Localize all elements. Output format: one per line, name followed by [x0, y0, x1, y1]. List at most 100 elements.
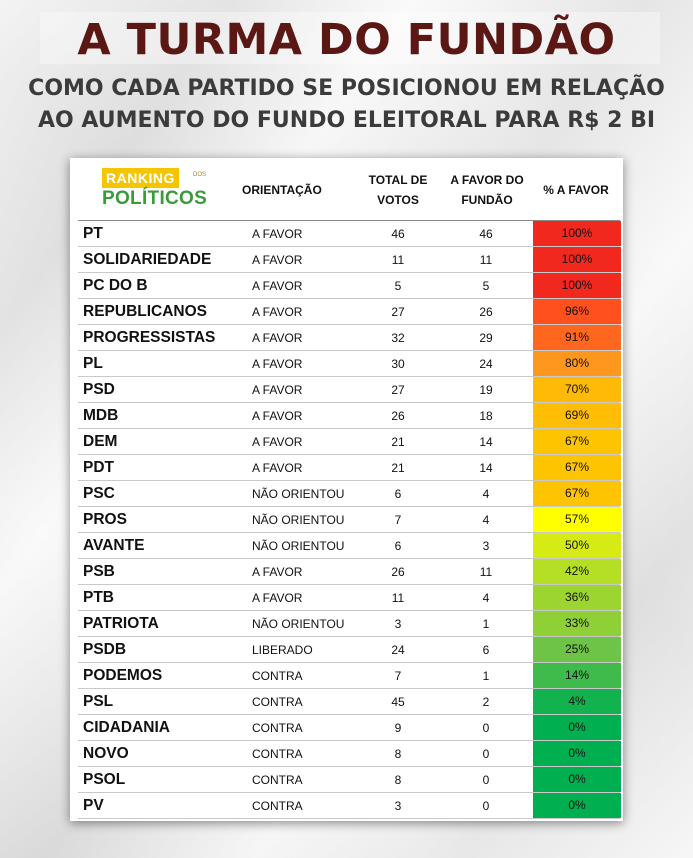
table-row: PTB A FAVOR 11 4 36% — [78, 585, 621, 611]
percent-favor-cell: 91% — [533, 325, 621, 350]
party-name: PL — [83, 355, 103, 372]
party-name: MDB — [83, 407, 119, 424]
percent-favor-cell: 14% — [533, 663, 621, 688]
total-votes-cell: 7 — [394, 513, 402, 527]
total-votes-cell: 3 — [394, 617, 402, 631]
percent-favor-cell: 42% — [533, 559, 621, 584]
header-percent-favor: % A FAVOR — [543, 183, 609, 197]
table-row: PC DO B A FAVOR 5 5 100% — [78, 273, 621, 299]
table-row: PROGRESSISTAS A FAVOR 32 29 91% — [78, 325, 621, 351]
favor-votes-cell: 4 — [482, 513, 490, 527]
orientation-cell: NÃO ORIENTOU — [252, 487, 345, 501]
party-name: PSL — [83, 693, 114, 710]
favor-votes-cell: 14 — [479, 435, 493, 449]
party-name: PT — [83, 225, 103, 242]
favor-votes-cell: 1 — [482, 669, 490, 683]
orientation-cell: A FAVOR — [252, 357, 303, 371]
total-votes-cell: 45 — [391, 695, 405, 709]
percent-favor-cell: 4% — [533, 689, 621, 714]
percent-favor-cell: 100% — [533, 273, 621, 298]
orientation-cell: CONTRA — [252, 721, 303, 735]
orientation-cell: CONTRA — [252, 799, 303, 813]
party-name: PSDB — [83, 641, 127, 658]
percent-favor-cell: 100% — [533, 247, 621, 272]
percent-favor-cell: 70% — [533, 377, 621, 402]
party-name: PROGRESSISTAS — [83, 329, 216, 346]
percent-favor-cell: 50% — [533, 533, 621, 558]
orientation-cell: CONTRA — [252, 669, 303, 683]
favor-votes-cell: 4 — [482, 487, 490, 501]
logo-dos-text: DOS — [193, 172, 207, 178]
percent-favor-cell: 0% — [533, 767, 621, 792]
title-background — [40, 12, 660, 64]
favor-votes-cell: 24 — [479, 357, 493, 371]
percent-favor-cell: 57% — [533, 507, 621, 532]
favor-votes-cell: 11 — [479, 565, 493, 579]
percent-favor-cell: 67% — [533, 481, 621, 506]
logo-ranking-text: RANKING — [102, 168, 179, 188]
percent-favor-cell: 36% — [533, 585, 621, 610]
table-row: PATRIOTA NÃO ORIENTOU 3 1 33% — [78, 611, 621, 637]
percent-favor-cell: 0% — [533, 741, 621, 766]
orientation-cell: A FAVOR — [252, 435, 303, 449]
table-row: CIDADANIA CONTRA 9 0 0% — [78, 715, 621, 741]
total-votes-cell: 9 — [394, 721, 402, 735]
table-row: PSC NÃO ORIENTOU 6 4 67% — [78, 481, 621, 507]
orientation-cell: NÃO ORIENTOU — [252, 513, 345, 527]
percent-favor-cell: 96% — [533, 299, 621, 324]
party-name: SOLIDARIEDADE — [83, 251, 212, 268]
favor-votes-cell: 46 — [479, 227, 493, 241]
party-name: PSD — [83, 381, 115, 398]
party-name: PATRIOTA — [83, 615, 159, 632]
table-row: PODEMOS CONTRA 7 1 14% — [78, 663, 621, 689]
total-votes-cell: 26 — [391, 409, 405, 423]
party-name: PROS — [83, 511, 127, 528]
party-name: PSC — [83, 485, 115, 502]
party-name: PTB — [83, 589, 114, 606]
orientation-cell: NÃO ORIENTOU — [252, 539, 345, 553]
orientation-cell: A FAVOR — [252, 279, 303, 293]
table-row: PSB A FAVOR 26 11 42% — [78, 559, 621, 585]
total-votes-cell: 8 — [394, 773, 402, 787]
total-votes-cell: 6 — [394, 539, 402, 553]
total-votes-cell: 27 — [391, 383, 405, 397]
orientation-cell: CONTRA — [252, 773, 303, 787]
orientation-cell: A FAVOR — [252, 227, 303, 241]
logo-politicos-text: POLÍTICOS — [102, 188, 208, 209]
percent-favor-cell: 67% — [533, 455, 621, 480]
subtitle-line-1: COMO CADA PARTIDO SE POSICIONOU EM RELAÇ… — [28, 76, 665, 101]
total-votes-cell: 11 — [391, 253, 405, 267]
orientation-cell: LIBERADO — [252, 643, 313, 657]
table-row: REPUBLICANOS A FAVOR 27 26 96% — [78, 299, 621, 325]
table-row: PSL CONTRA 45 2 4% — [78, 689, 621, 715]
total-votes-cell: 5 — [394, 279, 402, 293]
table-row: SOLIDARIEDADE A FAVOR 11 11 100% — [78, 247, 621, 273]
total-votes-cell: 46 — [391, 227, 405, 241]
favor-votes-cell: 1 — [482, 617, 490, 631]
orientation-cell: NÃO ORIENTOU — [252, 617, 345, 631]
percent-favor-cell: 0% — [533, 793, 621, 818]
table-row: PROS NÃO ORIENTOU 7 4 57% — [78, 507, 621, 533]
favor-votes-cell: 0 — [482, 773, 490, 787]
total-votes-cell: 21 — [391, 461, 405, 475]
table-row: PT A FAVOR 46 46 100% — [78, 221, 621, 247]
subtitle-line-2: AO AUMENTO DO FUNDO ELEITORAL PARA R$ 2 … — [37, 108, 656, 133]
orientation-cell: A FAVOR — [252, 591, 303, 605]
page-title: A TURMA DO FUNDÃO — [77, 15, 616, 65]
table-row: PL A FAVOR 30 24 80% — [78, 351, 621, 377]
table-row: PSD A FAVOR 27 19 70% — [78, 377, 621, 403]
total-votes-cell: 27 — [391, 305, 405, 319]
favor-votes-cell: 6 — [482, 643, 490, 657]
favor-votes-cell: 2 — [482, 695, 490, 709]
total-votes-cell: 30 — [391, 357, 405, 371]
orientation-cell: A FAVOR — [252, 461, 303, 475]
favor-votes-cell: 0 — [482, 799, 490, 813]
party-name: DEM — [83, 433, 118, 450]
total-votes-cell: 24 — [391, 643, 405, 657]
percent-favor-cell: 25% — [533, 637, 621, 662]
header-favor-fund: A FAVOR DO FUNDÃO — [450, 173, 524, 207]
party-name: PC DO B — [83, 277, 148, 294]
percent-favor-cell: 33% — [533, 611, 621, 636]
percent-favor-cell: 80% — [533, 351, 621, 376]
favor-votes-cell: 14 — [479, 461, 493, 475]
